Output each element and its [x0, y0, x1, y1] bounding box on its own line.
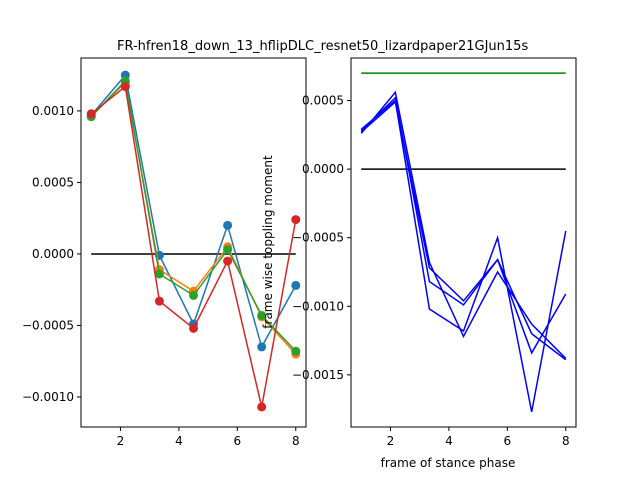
left-plot-frame: [80, 57, 307, 428]
left-plot: 2 4 6 8 −0.0010 −0.0005 0.0000 0.0005 0.0010: [22, 57, 307, 448]
right-xtick-label: 6: [504, 434, 512, 448]
right-plot: 2 4 6 8 −0.0015 −0.0010 −0.0005 0.0000 0.0005: [292, 57, 577, 448]
left-ytick-label: 0.0000: [32, 247, 74, 261]
left-series-3-point: [86, 109, 96, 119]
left-series-3-point: [120, 82, 130, 92]
left-ytick-label: 0.0005: [32, 175, 74, 189]
left-xtick-label: 6: [234, 434, 242, 448]
left-series-3-point: [291, 215, 301, 225]
right-xtick-label: 2: [387, 434, 395, 448]
left-series-0-point: [223, 220, 233, 230]
left-xtick-label: 8: [292, 434, 300, 448]
right-ytick-label: 0.0005: [302, 94, 344, 108]
left-ytick-label: −0.0005: [22, 318, 74, 332]
right-ytick-label: −0.0015: [292, 368, 344, 382]
left-series-3-point: [189, 323, 198, 333]
left-plot-ticks: 2 4 6 8 −0.0010 −0.0005 0.0000 0.0005 0.0010: [22, 104, 300, 448]
left-ytick-label: −0.0010: [22, 390, 74, 404]
left-ytick-label: 0.0010: [32, 104, 74, 118]
left-series-2-point: [291, 346, 301, 356]
left-series-0-point: [257, 342, 267, 352]
left-series-2-point: [223, 245, 233, 255]
left-series-3-point: [154, 296, 164, 306]
left-series-2-point: [257, 310, 267, 320]
figure-title: FR-hfren18_down_13_hflipDLC_resnet50_liz…: [117, 39, 528, 54]
left-series-0-point: [291, 280, 301, 290]
right-xtick-label: 8: [562, 434, 570, 448]
right-ytick-label: −0.0005: [292, 231, 344, 245]
left-xtick-label: 2: [117, 434, 125, 448]
left-plot-marks: [86, 70, 301, 412]
right-ytick-label: −0.0010: [292, 299, 344, 313]
right-plot-ylabel: frame wise toppling moment: [261, 155, 275, 329]
left-series-3-point: [223, 256, 233, 266]
right-series-line-3: [360, 96, 567, 355]
right-plot-frame: [350, 57, 577, 428]
right-series-line-1: [360, 90, 567, 359]
right-plot-marks: [360, 72, 567, 413]
left-series-2-point: [189, 290, 198, 300]
right-ytick-label: 0.0000: [302, 162, 344, 176]
right-plot-xlabel: frame of stance phase: [381, 456, 516, 470]
right-xtick-label: 4: [445, 434, 453, 448]
right-plot-ticks: 2 4 6 8 −0.0015 −0.0010 −0.0005 0.0000 0.0005: [292, 94, 570, 448]
left-series-3-point: [257, 402, 267, 412]
left-xtick-label: 4: [175, 434, 183, 448]
left-series-2-point: [154, 269, 164, 279]
